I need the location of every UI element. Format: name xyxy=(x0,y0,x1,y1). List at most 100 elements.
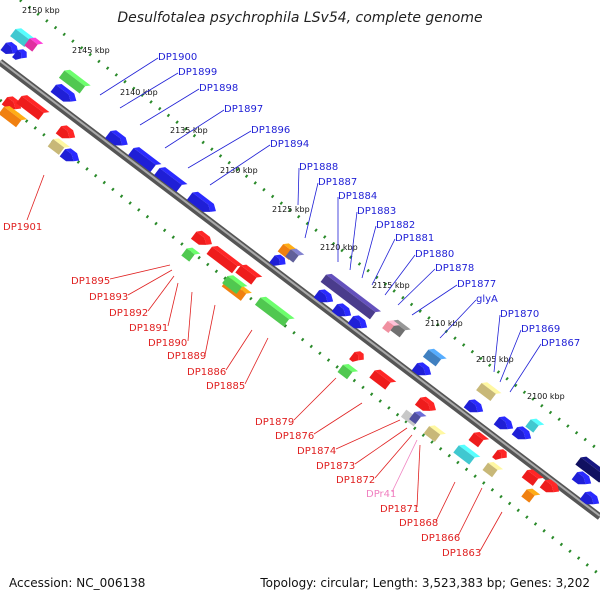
leader-line xyxy=(349,211,358,271)
gene-label[interactable]: DP1896 xyxy=(251,125,290,136)
gene-label[interactable]: DP1866 xyxy=(421,533,460,544)
scale-label: 2120 kbp xyxy=(320,243,358,252)
gene-block[interactable] xyxy=(128,145,162,175)
gene-block[interactable] xyxy=(320,271,382,321)
gene-label[interactable]: DP1879 xyxy=(255,417,294,428)
gene-arrow[interactable] xyxy=(493,414,516,435)
gene-label[interactable]: DP1894 xyxy=(270,139,309,150)
gene-label[interactable]: DP1899 xyxy=(178,67,217,78)
gene-arrow[interactable] xyxy=(186,189,219,217)
gene-block[interactable] xyxy=(423,423,446,444)
gene-label[interactable]: DP1872 xyxy=(336,475,375,486)
gene-arrow[interactable] xyxy=(539,477,562,498)
gene-label[interactable]: DP1887 xyxy=(318,177,357,188)
gene-label[interactable]: DP1885 xyxy=(206,381,245,392)
gene-label[interactable]: DP1867 xyxy=(541,338,580,349)
gene-label[interactable]: DP1883 xyxy=(357,206,396,217)
gene-arrow[interactable] xyxy=(492,447,509,465)
gene-block[interactable] xyxy=(521,467,544,488)
gene-label[interactable]: DP1877 xyxy=(457,279,496,290)
gene-block[interactable] xyxy=(235,262,263,287)
gene-label[interactable]: DP1863 xyxy=(442,548,481,559)
gene-label[interactable]: DP1881 xyxy=(395,233,434,244)
gene-label[interactable]: DP1874 xyxy=(297,446,336,457)
gene-arrow[interactable] xyxy=(349,349,366,367)
gene-arrow[interactable] xyxy=(511,424,534,445)
gene-label[interactable]: DP1891 xyxy=(129,323,168,334)
scale-label: 2140 kbp xyxy=(120,88,158,97)
gene-block[interactable] xyxy=(468,430,490,450)
gene-arrow[interactable] xyxy=(411,360,434,381)
scale-label: 2135 kbp xyxy=(170,126,208,135)
gene-block[interactable] xyxy=(154,165,188,195)
leader-line xyxy=(416,444,421,508)
gene-label[interactable]: DP1893 xyxy=(89,292,128,303)
gene-arrow[interactable] xyxy=(1,94,24,115)
gene-label[interactable]: DP1889 xyxy=(167,351,206,362)
gene-block[interactable] xyxy=(382,318,400,336)
gene-arrow[interactable] xyxy=(347,313,370,334)
gene-block[interactable] xyxy=(10,26,36,50)
gene-block[interactable] xyxy=(0,104,28,130)
scale-label: 2125 kbp xyxy=(272,205,310,214)
gene-label[interactable]: DP1870 xyxy=(500,309,539,320)
gene-block[interactable] xyxy=(476,380,502,404)
gene-block[interactable] xyxy=(206,244,244,276)
gene-label[interactable]: DP1873 xyxy=(316,461,355,472)
gene-block[interactable] xyxy=(181,245,201,264)
gene-label[interactable]: DP1878 xyxy=(435,263,474,274)
gene-label[interactable]: DP1884 xyxy=(338,191,377,202)
gene-block[interactable] xyxy=(575,454,600,485)
gene-label[interactable]: DPr41 xyxy=(366,489,396,500)
gene-block[interactable] xyxy=(337,362,359,382)
gene-label[interactable]: DP1868 xyxy=(399,518,438,529)
gene-arrow[interactable] xyxy=(59,146,82,167)
gene-label[interactable]: DP1888 xyxy=(299,162,338,173)
gene-block[interactable] xyxy=(285,246,305,265)
gene-label[interactable]: DP1886 xyxy=(187,367,226,378)
gene-label[interactable]: DP1882 xyxy=(376,220,415,231)
gene-label[interactable]: DP1880 xyxy=(415,249,454,260)
gene-block[interactable] xyxy=(521,486,541,505)
gene-block[interactable] xyxy=(222,273,248,297)
leader-line xyxy=(374,434,413,479)
gene-arrow[interactable] xyxy=(55,123,78,144)
gene-block[interactable] xyxy=(47,136,70,157)
gene-block[interactable] xyxy=(58,67,91,95)
gene-block[interactable] xyxy=(409,409,427,427)
genome-backbone-highlight xyxy=(0,60,600,517)
gene-arrow[interactable] xyxy=(12,47,29,65)
gene-label[interactable]: DP1892 xyxy=(109,308,148,319)
gene-arrow[interactable] xyxy=(414,394,439,416)
gene-label[interactable]: DP1876 xyxy=(275,431,314,442)
gene-arrow[interactable] xyxy=(105,128,130,152)
label-leaders xyxy=(26,57,542,552)
gene-arrow[interactable] xyxy=(331,301,354,322)
gene-label[interactable]: DP1901 xyxy=(3,222,42,233)
gene-label[interactable]: DP1900 xyxy=(158,52,197,63)
gene-block[interactable] xyxy=(254,294,295,329)
gene-arrow[interactable] xyxy=(269,252,288,271)
gene-arrow[interactable] xyxy=(571,469,594,490)
gene-arrow[interactable] xyxy=(579,489,600,510)
gene-arrow[interactable] xyxy=(190,228,215,250)
gene-label[interactable]: DP1895 xyxy=(71,276,110,287)
gene-block[interactable] xyxy=(369,367,397,392)
gene-label[interactable]: DP1890 xyxy=(148,338,187,349)
gene-arrow[interactable] xyxy=(463,397,486,418)
gene-block[interactable] xyxy=(422,346,447,368)
leader-line xyxy=(139,88,200,126)
gene-label[interactable]: DP1898 xyxy=(199,83,238,94)
gene-label[interactable]: DP1869 xyxy=(521,324,560,335)
gene-arrow[interactable] xyxy=(0,40,22,60)
gene-label[interactable]: DP1897 xyxy=(224,104,263,115)
gene-arrow[interactable] xyxy=(50,82,80,108)
gene-label[interactable]: DP1871 xyxy=(380,504,419,515)
gene-arrow[interactable] xyxy=(313,287,336,308)
gene-block[interactable] xyxy=(482,460,504,480)
gene-block[interactable] xyxy=(525,416,545,435)
gene-block[interactable] xyxy=(453,442,481,467)
gene-block[interactable] xyxy=(24,35,44,54)
gene-label[interactable]: glyA xyxy=(476,294,498,305)
gene-block[interactable] xyxy=(16,93,50,123)
